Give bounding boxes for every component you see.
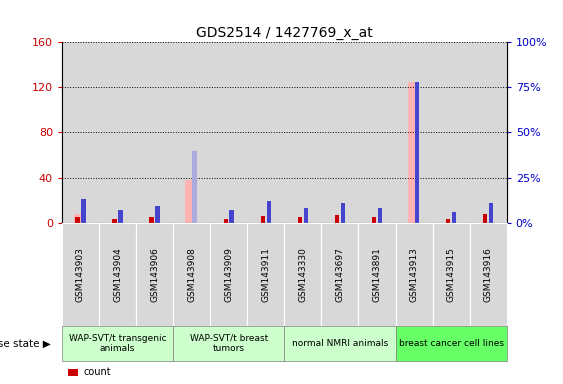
Text: GSM143891: GSM143891 [373, 247, 382, 302]
Text: GSM143916: GSM143916 [484, 247, 493, 302]
Text: GSM143904: GSM143904 [113, 247, 122, 302]
Bar [359, 42, 395, 223]
Bar [81, 199, 86, 223]
Text: WAP-SVT/t breast
tumors: WAP-SVT/t breast tumors [190, 334, 268, 353]
Title: GDS2514 / 1427769_x_at: GDS2514 / 1427769_x_at [196, 26, 373, 40]
Bar [99, 42, 136, 223]
Bar [193, 151, 197, 223]
Bar [470, 42, 507, 223]
Bar [335, 215, 339, 223]
Bar [136, 42, 173, 223]
Bar [75, 217, 80, 223]
Bar [483, 214, 488, 223]
Bar [74, 214, 83, 223]
Text: GSM143330: GSM143330 [298, 247, 307, 302]
Text: GSM143697: GSM143697 [336, 247, 345, 302]
Text: GSM143903: GSM143903 [76, 247, 85, 302]
Bar [432, 42, 470, 223]
Bar [185, 180, 194, 223]
Text: disease state ▶: disease state ▶ [0, 339, 51, 349]
Bar [266, 201, 271, 223]
Bar [415, 82, 419, 223]
Bar [247, 42, 284, 223]
Bar [378, 208, 382, 223]
Bar [224, 219, 228, 223]
Bar [210, 42, 247, 223]
Bar [452, 212, 456, 223]
Text: normal NMRI animals: normal NMRI animals [292, 339, 388, 348]
Bar [149, 217, 154, 223]
Text: GSM143911: GSM143911 [261, 247, 270, 302]
Bar [408, 82, 417, 223]
Bar [155, 207, 160, 223]
Bar [415, 82, 419, 223]
Text: GSM143906: GSM143906 [150, 247, 159, 302]
Bar [446, 219, 450, 223]
Text: breast cancer cell lines: breast cancer cell lines [399, 339, 504, 348]
Bar [489, 203, 493, 223]
Bar [303, 208, 308, 223]
Bar [261, 216, 265, 223]
Bar [62, 42, 99, 223]
Bar [230, 210, 234, 223]
Text: GSM143915: GSM143915 [446, 247, 455, 302]
Text: GSM143908: GSM143908 [187, 247, 196, 302]
Bar [118, 210, 123, 223]
Bar [113, 219, 117, 223]
Text: count: count [83, 367, 111, 377]
Bar [173, 42, 210, 223]
Text: GSM143913: GSM143913 [409, 247, 418, 302]
Text: WAP-SVT/t transgenic
animals: WAP-SVT/t transgenic animals [69, 334, 166, 353]
Bar [341, 203, 345, 223]
Text: GSM143909: GSM143909 [224, 247, 233, 302]
Bar [395, 42, 432, 223]
Bar [284, 42, 321, 223]
Bar [321, 42, 359, 223]
Bar [298, 217, 302, 223]
Bar [372, 217, 376, 223]
